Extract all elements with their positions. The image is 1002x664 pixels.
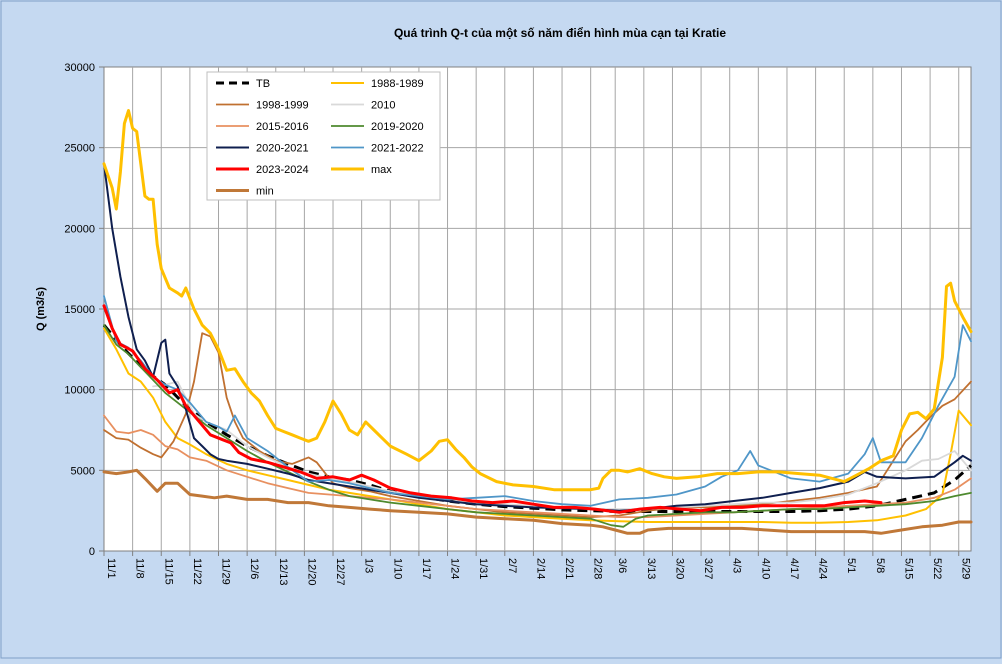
x-tick-label: 4/17 xyxy=(788,558,800,579)
legend-label: TB xyxy=(256,78,270,90)
x-tick-label: 1/24 xyxy=(449,558,461,579)
x-tick-label: 3/6 xyxy=(616,558,628,573)
legend-label: 2019-2020 xyxy=(371,121,424,133)
y-axis-label: Q (m3/s) xyxy=(35,287,47,331)
x-tick-label: 5/15 xyxy=(902,558,914,579)
series-line-max xyxy=(102,109,973,492)
x-tick-label: 5/29 xyxy=(960,558,972,579)
x-tick-label: 2/21 xyxy=(563,558,575,579)
x-tick-label: 12/6 xyxy=(248,558,260,579)
legend-box xyxy=(206,71,441,201)
x-tick-label: 1/31 xyxy=(477,558,489,579)
series-lines xyxy=(102,109,973,535)
x-tick-label: 11/8 xyxy=(134,558,146,579)
series-line-2015-2016 xyxy=(103,414,972,518)
series-line-1998-1999 xyxy=(103,332,972,518)
legend-label: 2021-2022 xyxy=(371,143,424,155)
y-tick-label: 5000 xyxy=(71,465,95,477)
x-tick-label: 11/1 xyxy=(105,558,117,579)
series-line-min xyxy=(102,468,973,535)
legend-label: 1998-1999 xyxy=(256,100,309,112)
x-axis: 11/1 11/8 11/15 11/22 11/29 12/6 12/13 12/20 12/… xyxy=(103,551,972,586)
legend-label: 2015-2016 xyxy=(256,121,309,133)
x-tick-label: 2/28 xyxy=(592,558,604,579)
x-tick-label: 12/13 xyxy=(277,558,289,586)
legend-label: 2023-2024 xyxy=(256,164,309,176)
x-tick-label: 2/7 xyxy=(506,558,518,573)
legend-label: 2010 xyxy=(371,100,395,112)
x-tick-label: 5/1 xyxy=(845,558,857,573)
x-tick-label: 3/20 xyxy=(673,558,685,579)
y-tick-label: 25000 xyxy=(64,143,95,155)
legend: TB 1988-1989 1998-1999 2010 2015-2016 2019-20… xyxy=(206,71,441,201)
x-tick-label: 5/8 xyxy=(874,558,886,573)
x-tick-label: 3/13 xyxy=(645,558,657,579)
x-tick-label: 1/17 xyxy=(420,558,432,579)
series-line-2023-2024 xyxy=(102,304,883,514)
x-tick-label: 2/14 xyxy=(534,558,546,579)
x-tick-label: 5/22 xyxy=(931,558,943,579)
series-line-2021-2022 xyxy=(103,295,972,507)
y-tick-label: 10000 xyxy=(64,385,95,397)
x-tick-label: 11/15 xyxy=(162,558,174,585)
legend-label: min xyxy=(256,186,274,198)
x-tick-label: 11/29 xyxy=(220,558,232,585)
x-tick-label: 12/27 xyxy=(334,558,346,586)
chart-title: Quá trình Q-t của một số năm điển hình m… xyxy=(394,26,726,40)
legend-label: 2020-2021 xyxy=(256,143,309,155)
x-tick-label: 4/24 xyxy=(817,558,829,579)
y-tick-label: 15000 xyxy=(64,304,95,316)
y-tick-label: 0 xyxy=(89,546,95,558)
x-tick-label: 3/27 xyxy=(702,558,714,579)
x-tick-label: 1/10 xyxy=(391,558,403,579)
y-tick-label: 20000 xyxy=(64,223,95,235)
y-tick-label: 30000 xyxy=(64,62,95,74)
legend-label: max xyxy=(371,164,392,176)
x-tick-label: 1/3 xyxy=(363,558,375,573)
legend-label: 1988-1989 xyxy=(371,78,424,90)
x-tick-label: 12/20 xyxy=(305,558,317,586)
x-tick-label: 4/10 xyxy=(759,558,771,579)
x-tick-label: 4/3 xyxy=(731,558,743,573)
x-tick-label: 11/22 xyxy=(191,558,203,585)
y-axis: 0 5000 10000 15000 20000 25000 30000 xyxy=(64,62,104,558)
